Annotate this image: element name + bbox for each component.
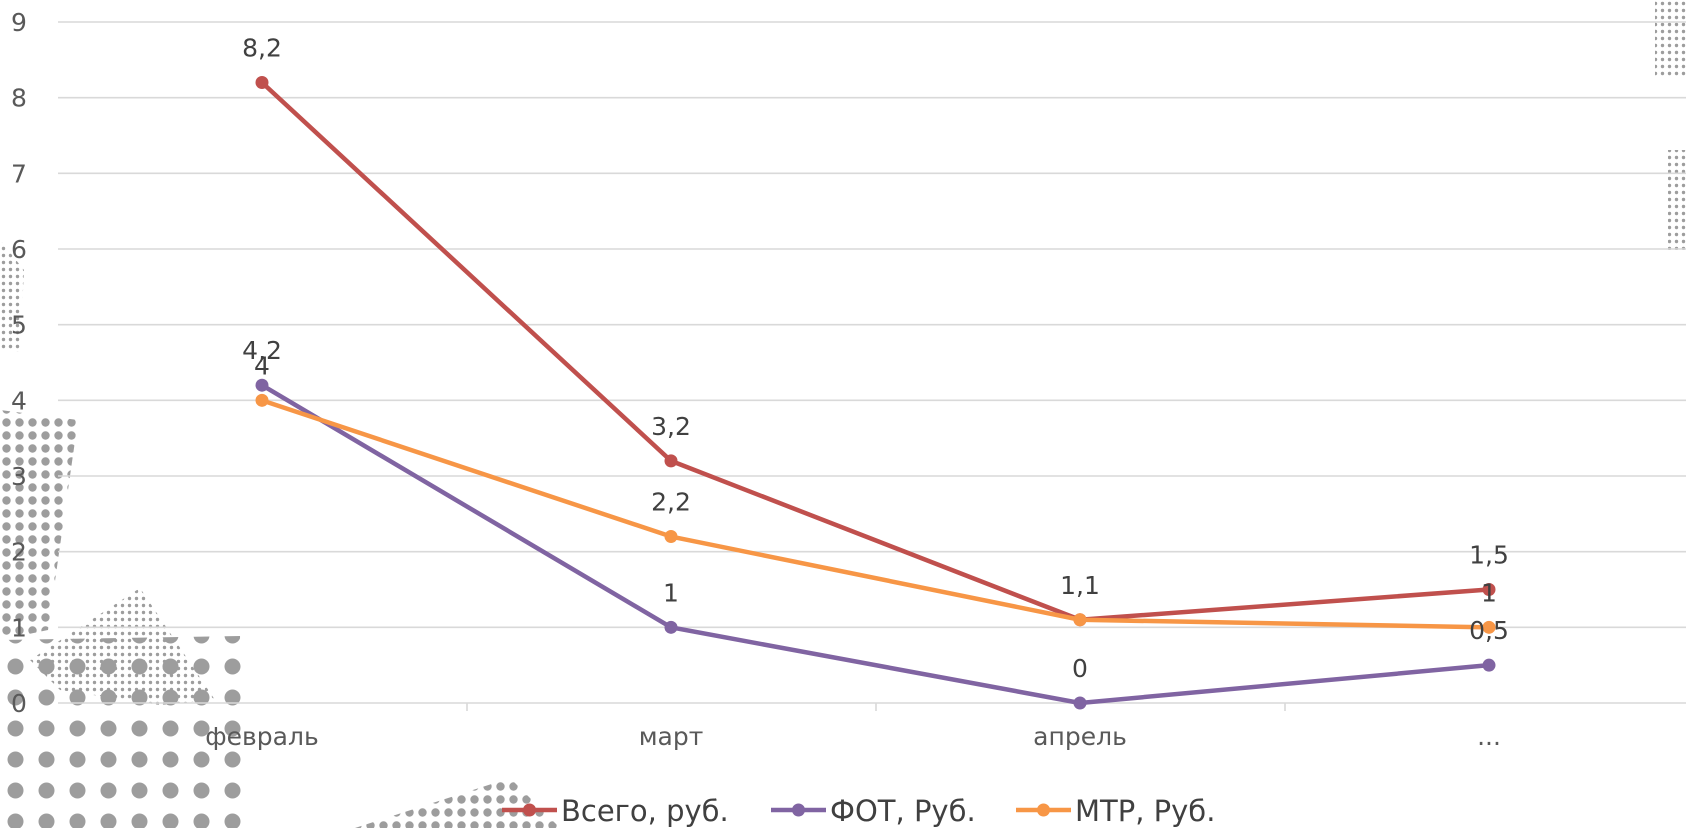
y-tick-label: 7 [11, 159, 27, 188]
series-group [255, 76, 1496, 710]
plot-area: 0 1 2 3 4 5 6 7 8 9 февраль март апрель ... 8,2 3,2 1,1 1… [11, 8, 1686, 828]
gridlines [58, 21, 1686, 629]
y-tick-label: 6 [11, 235, 27, 264]
legend-item: МТР, Руб. [1016, 794, 1215, 828]
data-point [664, 454, 678, 468]
data-point [255, 393, 269, 407]
y-tick-label: 4 [11, 386, 27, 415]
data-point [1482, 658, 1496, 672]
legend-marker [792, 803, 805, 817]
data-point [1073, 613, 1087, 627]
data-label: 1,5 [1469, 541, 1509, 570]
data-label: 8,2 [242, 34, 282, 63]
y-axis-ticks: 0 1 2 3 4 5 6 7 8 9 [11, 8, 27, 718]
data-label: 1 [663, 578, 679, 607]
x-tick-label: март [639, 722, 704, 751]
data-label: 4,2 [242, 336, 282, 365]
y-tick-label: 9 [11, 8, 27, 37]
data-point [664, 620, 678, 634]
data-point [255, 378, 269, 392]
x-tick-label: ... [1477, 722, 1501, 751]
data-label: 1,1 [1060, 571, 1100, 600]
data-point [255, 76, 269, 90]
series-line [259, 398, 1492, 630]
y-tick-label: 3 [11, 462, 27, 491]
data-point [1482, 620, 1496, 634]
data-label: 4 [254, 351, 270, 380]
legend: Всего, руб. ФОТ, Руб. МТР, Руб. [502, 794, 1215, 828]
y-tick-label: 5 [11, 311, 27, 340]
data-label: 3,2 [651, 412, 691, 441]
legend-label: Всего, руб. [561, 794, 729, 828]
legend-label: МТР, Руб. [1075, 794, 1215, 828]
x-tick-label: апрель [1033, 722, 1127, 751]
series-line [259, 382, 1492, 706]
data-point [1073, 696, 1087, 710]
legend-marker [1037, 803, 1050, 817]
y-tick-label: 1 [11, 613, 27, 642]
legend-item: Всего, руб. [502, 794, 729, 828]
y-tick-label: 2 [11, 538, 27, 567]
x-axis: февраль март апрель... [58, 702, 1686, 751]
legend-label: ФОТ, Руб. [830, 794, 976, 828]
legend-marker [523, 803, 536, 817]
legend-item: ФОТ, Руб. [771, 794, 976, 828]
data-labels: 8,2 3,2 1,1 1,5 4,2 1 0 0,5 4 2,2 1 [242, 34, 1509, 683]
data-label: 1 [1481, 578, 1497, 607]
y-tick-label: 8 [11, 84, 27, 113]
series-line [259, 80, 1492, 623]
data-point [1482, 583, 1496, 596]
y-tick-label: 0 [11, 689, 27, 718]
data-point [664, 530, 678, 544]
x-tick-label: февраль [205, 722, 318, 751]
data-label: 0,5 [1469, 616, 1509, 645]
data-label: 0 [1072, 654, 1088, 683]
data-label: 2,2 [651, 488, 691, 517]
